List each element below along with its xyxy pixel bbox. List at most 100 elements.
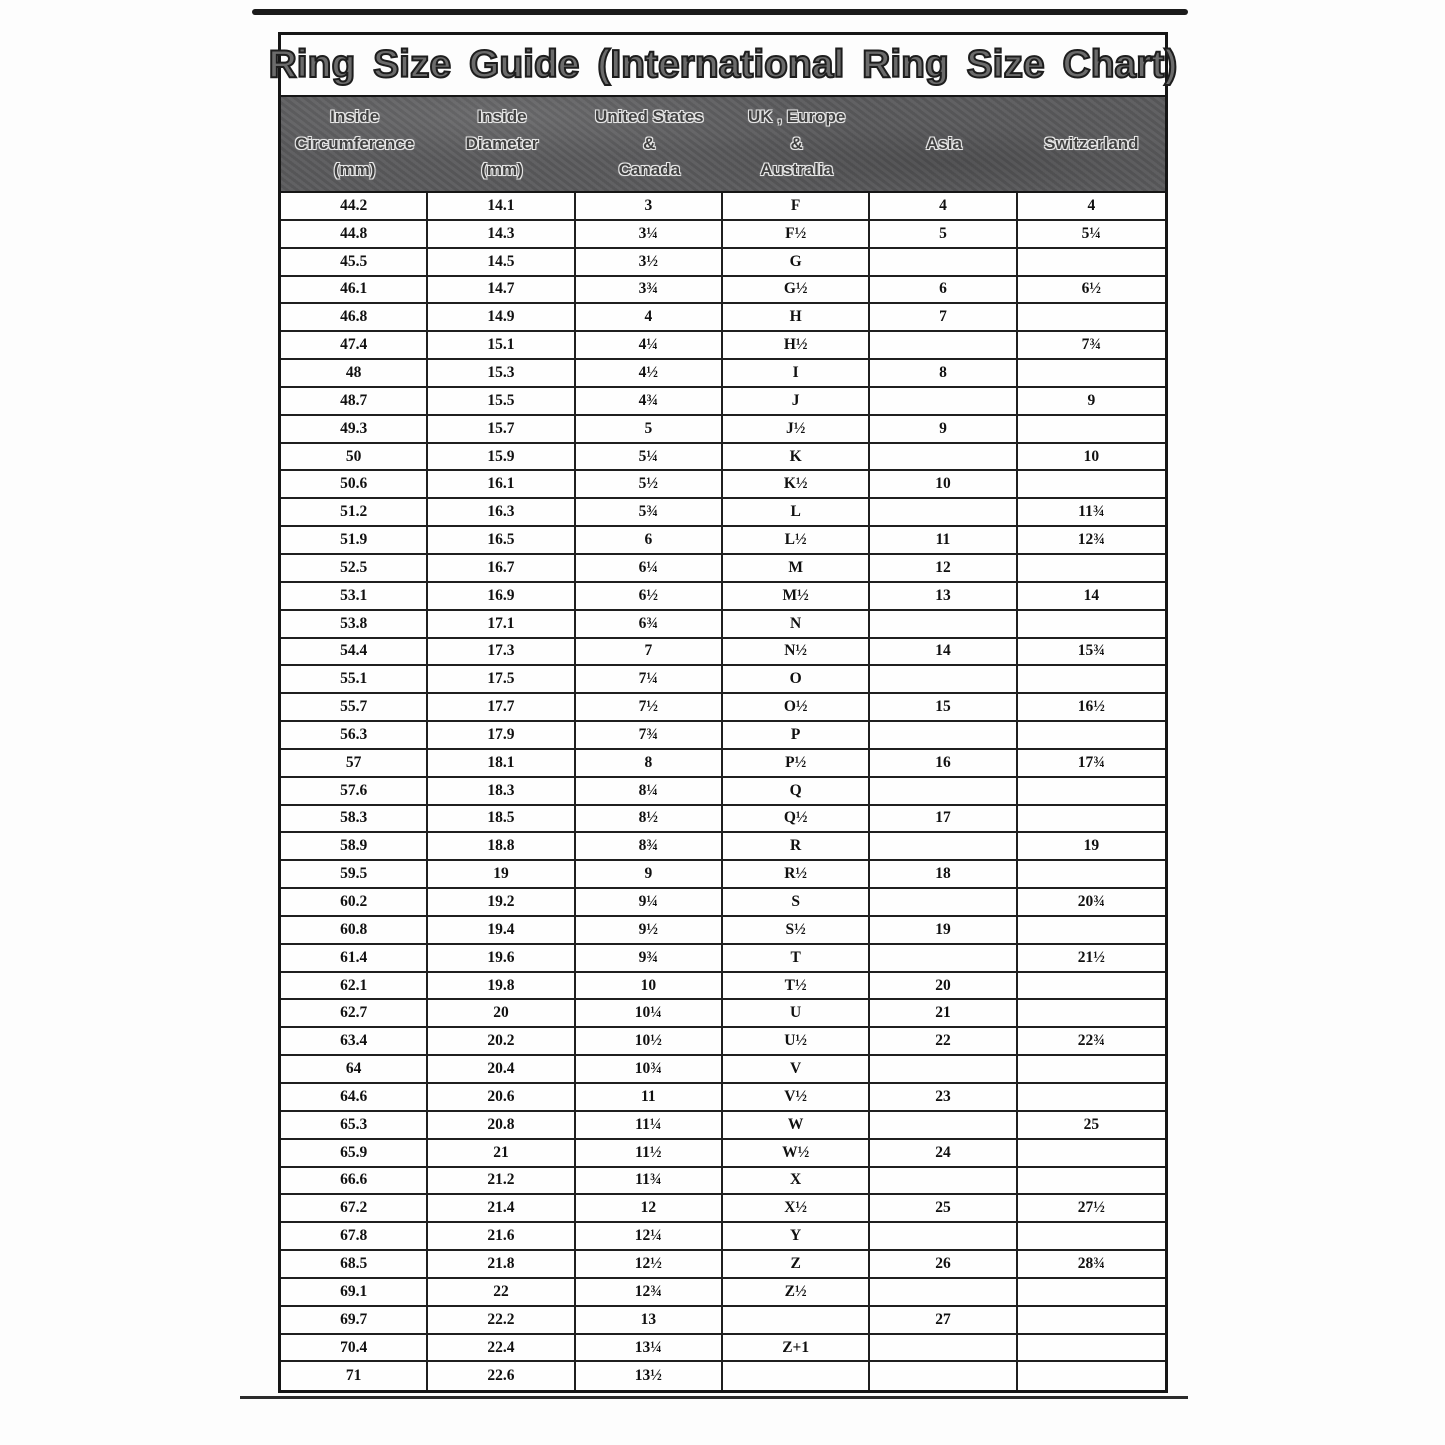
table-cell-switzerland bbox=[1018, 806, 1165, 832]
table-cell-us-canada: 11½ bbox=[576, 1139, 723, 1166]
table-cell-switzerland bbox=[1018, 249, 1165, 275]
table-cell-uk-europe-australia: Z½ bbox=[723, 1278, 871, 1305]
table-cell-uk-europe-australia: T bbox=[723, 944, 871, 971]
table-cell-us-canada: 8½ bbox=[576, 805, 723, 832]
table-cell-uk-europe-australia: Y bbox=[723, 1223, 871, 1250]
table-row: 65.3 20.8 11¼ W 25 bbox=[281, 1111, 1165, 1140]
table-cell-us-canada: 9 bbox=[576, 861, 723, 888]
table-cell-switzerland: 9 bbox=[1087, 391, 1096, 409]
table-cell-uk-europe-australia: J bbox=[723, 387, 871, 414]
table-cell-uk-europe-australia: M½ bbox=[723, 582, 871, 609]
table-cell-inside-circumference-mm: 67.2 bbox=[281, 1195, 429, 1222]
table-cell-inside-circumference-mm: 62.1 bbox=[281, 972, 429, 999]
table-row: 52.5 16.7 6¼ M 12 bbox=[281, 554, 1165, 583]
table-cell-switzerland: 16½ bbox=[1077, 698, 1105, 716]
table-cell-us-canada: 13 bbox=[576, 1306, 723, 1333]
table-cell-asia: 7 bbox=[870, 304, 1018, 331]
table-cell-inside-diameter-mm: 15.3 bbox=[428, 360, 576, 386]
table-row: 67.8 21.6 12¼ Y bbox=[281, 1223, 1165, 1252]
table-cell-inside-diameter-mm: 16.7 bbox=[428, 554, 576, 581]
table-row: 44.8 14.3 3¼ F½ 5 5¼ bbox=[281, 220, 1165, 249]
table-cell-asia bbox=[870, 833, 1018, 860]
table-row: 60.8 19.4 9½ S½ 19 bbox=[281, 916, 1165, 945]
table-cell-switzerland: 25 bbox=[1083, 1115, 1100, 1133]
table-cell-asia bbox=[870, 1362, 1018, 1391]
table-cell-switzerland bbox=[1018, 1223, 1165, 1249]
table-cell-uk-europe-australia: H bbox=[723, 304, 871, 331]
table-cell-us-canada: 5¾ bbox=[576, 499, 723, 526]
table-cell-uk-europe-australia bbox=[723, 1362, 871, 1391]
table-cell-inside-circumference-mm: 49.3 bbox=[281, 415, 429, 442]
table-row: 50.6 16.1 5½ K½ 10 bbox=[281, 471, 1165, 500]
table-row: 64.6 20.6 11 V½ 23 bbox=[281, 1084, 1165, 1112]
table-row: 69.7 22.2 13 27 bbox=[281, 1306, 1165, 1335]
table-cell-switzerland: 4 bbox=[1087, 196, 1096, 214]
table-cell-inside-diameter-mm: 21.4 bbox=[428, 1195, 576, 1222]
table-cell-inside-diameter-mm: 18.1 bbox=[428, 749, 576, 776]
table-row: 57.6 18.3 8¼ Q bbox=[281, 777, 1165, 806]
table-cell-inside-diameter-mm: 14.9 bbox=[428, 304, 576, 331]
table-cell-asia bbox=[870, 1056, 1018, 1082]
table-row: 62.1 19.8 10 T½ 20 bbox=[281, 972, 1165, 1001]
table-cell-us-canada: 11¾ bbox=[576, 1167, 723, 1194]
table-row: 44.2 14.1 3 F 4 4 bbox=[281, 193, 1165, 221]
table-cell-uk-europe-australia: F bbox=[723, 193, 871, 219]
table-cell-us-canada: 5½ bbox=[576, 471, 723, 498]
table-cell-inside-diameter-mm: 17.1 bbox=[428, 610, 576, 637]
table-cell-inside-diameter-mm: 20.8 bbox=[428, 1111, 576, 1138]
table-row: 64 20.4 10¾ V bbox=[281, 1056, 1165, 1084]
table-cell-inside-diameter-mm: 20.2 bbox=[428, 1028, 576, 1055]
table-cell-uk-europe-australia: R½ bbox=[723, 861, 871, 888]
table-row: 53.1 16.9 6½ M½ 13 14 bbox=[281, 582, 1165, 611]
table-cell-uk-europe-australia: G½ bbox=[723, 276, 871, 303]
table-row: 51.2 16.3 5¾ L 11¾ bbox=[281, 499, 1165, 528]
table-cell-us-canada: 11 bbox=[576, 1084, 723, 1110]
table-cell-inside-circumference-mm: 55.1 bbox=[281, 666, 429, 693]
table-cell-switzerland bbox=[1018, 778, 1165, 804]
table-row: 69.1 22 12¾ Z½ bbox=[281, 1278, 1165, 1307]
table-cell-asia bbox=[870, 944, 1018, 971]
table-row: 48.7 15.5 4¾ J 9 bbox=[281, 387, 1165, 416]
table-cell-inside-circumference-mm: 64.6 bbox=[281, 1084, 429, 1110]
table-cell-us-canada: 10½ bbox=[576, 1028, 723, 1055]
table-cell-asia: 24 bbox=[870, 1139, 1018, 1166]
table-cell-inside-diameter-mm: 14.3 bbox=[428, 220, 576, 247]
table-cell-inside-circumference-mm: 61.4 bbox=[281, 944, 429, 971]
table-cell-inside-circumference-mm: 45.5 bbox=[281, 248, 429, 275]
table-row: 61.4 19.6 9¾ T 21½ bbox=[281, 944, 1165, 973]
table-row: 53.8 17.1 6¾ N bbox=[281, 610, 1165, 639]
table-cell-switzerland bbox=[1018, 973, 1165, 999]
table-cell-us-canada: 6 bbox=[576, 527, 723, 553]
table-cell-us-canada: 12½ bbox=[576, 1251, 723, 1277]
column-header-switzerland: Switzerland bbox=[1044, 133, 1139, 153]
table-cell-inside-diameter-mm: 14.1 bbox=[428, 193, 576, 219]
column-header-inside-circumference: Inside Circumference (mm) bbox=[295, 107, 415, 180]
table-cell-inside-circumference-mm: 67.8 bbox=[281, 1223, 429, 1250]
table-cell-inside-circumference-mm: 64 bbox=[281, 1056, 429, 1082]
table-cell-inside-diameter-mm: 18.3 bbox=[428, 777, 576, 804]
table-cell-switzerland bbox=[1018, 471, 1165, 497]
table-cell-asia bbox=[870, 777, 1018, 804]
table-row: 48 15.3 4½ I 8 bbox=[281, 360, 1165, 388]
table-cell-inside-circumference-mm: 51.9 bbox=[281, 527, 429, 553]
table-row: 63.4 20.2 10½ U½ 22 22¾ bbox=[281, 1028, 1165, 1057]
table-cell-switzerland: 19 bbox=[1083, 837, 1100, 855]
table-cell-us-canada: 9¾ bbox=[576, 944, 723, 971]
table-cell-inside-diameter-mm: 19.2 bbox=[428, 889, 576, 915]
table-row: 55.7 17.7 7½ O½ 15 16½ bbox=[281, 694, 1165, 723]
table-cell-switzerland bbox=[1018, 1335, 1165, 1361]
table-cell-inside-circumference-mm: 46.8 bbox=[281, 304, 429, 331]
table-cell-inside-circumference-mm: 65.3 bbox=[281, 1111, 429, 1138]
table-cell-inside-diameter-mm: 19.6 bbox=[428, 944, 576, 971]
table-row: 68.5 21.8 12½ Z 26 28¾ bbox=[281, 1251, 1165, 1279]
table-cell-asia: 17 bbox=[870, 805, 1018, 832]
table-header-row: Inside Circumference (mm) Inside Diamete… bbox=[281, 97, 1165, 193]
table-cell-switzerland: 17¾ bbox=[1077, 753, 1105, 771]
table-cell-uk-europe-australia: Z bbox=[723, 1251, 871, 1277]
table-cell-asia: 10 bbox=[870, 471, 1018, 498]
table-cell-inside-circumference-mm: 51.2 bbox=[281, 499, 429, 526]
table-cell-inside-diameter-mm: 21.8 bbox=[428, 1251, 576, 1277]
table-cell-asia: 25 bbox=[870, 1195, 1018, 1222]
table-cell-inside-circumference-mm: 53.8 bbox=[281, 610, 429, 637]
table-cell-inside-diameter-mm: 18.8 bbox=[428, 833, 576, 860]
